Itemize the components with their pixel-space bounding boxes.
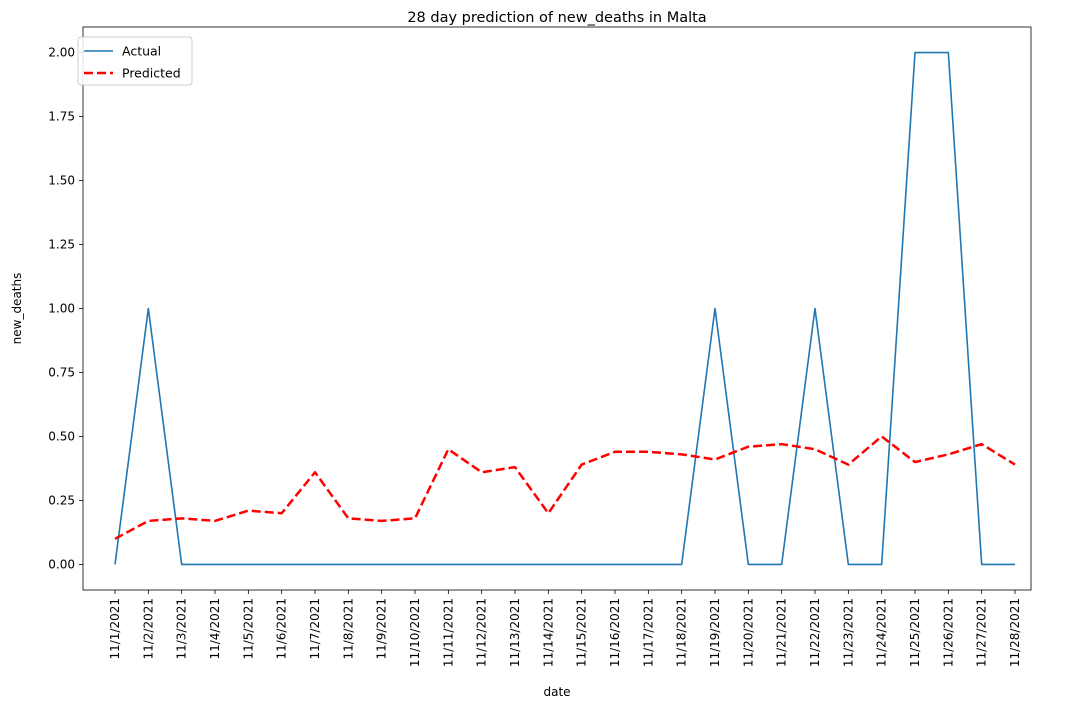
- y-axis-label: new_deaths: [10, 273, 24, 345]
- x-tick-label: 11/25/2021: [908, 598, 922, 667]
- y-tick-label: 0.25: [48, 493, 75, 507]
- y-tick-label: 2.00: [48, 46, 75, 60]
- x-tick-label: 11/11/2021: [441, 598, 455, 667]
- x-tick-label: 11/19/2021: [708, 598, 722, 667]
- legend-label-actual: Actual: [122, 44, 161, 59]
- x-axis: 11/1/2021 11/2/2021 11/3/2021 11/4/2021 11/5…: [108, 590, 1022, 667]
- legend-label-predicted: Predicted: [122, 66, 181, 81]
- x-tick-label: 11/13/2021: [508, 598, 522, 667]
- x-tick-label: 11/15/2021: [575, 598, 589, 667]
- y-tick-label: 0.75: [48, 365, 75, 379]
- x-tick-label: 11/24/2021: [875, 598, 889, 667]
- x-tick-label: 11/8/2021: [341, 598, 355, 660]
- x-tick-label: 11/17/2021: [641, 598, 655, 667]
- x-tick-label: 11/10/2021: [408, 598, 422, 667]
- x-tick-label: 11/26/2021: [941, 598, 955, 667]
- x-tick-label: 11/21/2021: [775, 598, 789, 667]
- x-tick-label: 11/5/2021: [241, 598, 255, 660]
- x-tick-label: 11/18/2021: [675, 598, 689, 667]
- x-tick-label: 11/14/2021: [541, 598, 555, 667]
- x-axis-label: date: [543, 685, 570, 699]
- series-line-predicted: [114, 435, 1016, 540]
- x-tick-label: 11/23/2021: [841, 598, 855, 667]
- plot-frame: [82, 26, 1032, 591]
- x-tick-label: 11/3/2021: [175, 598, 189, 660]
- y-tick-label: 1.25: [48, 238, 75, 252]
- plot-marks: [114, 51, 1016, 566]
- x-tick-label: 11/27/2021: [975, 598, 989, 667]
- x-tick-label: 11/7/2021: [308, 598, 322, 660]
- x-tick-label: 11/22/2021: [808, 598, 822, 667]
- y-tick-label: 0.00: [48, 557, 75, 571]
- y-tick-label: 1.50: [48, 174, 75, 188]
- series-line-actual: [114, 51, 1015, 566]
- y-tick-label: 1.00: [48, 302, 75, 316]
- y-axis: 0.00 0.25 0.50 0.75 1.00 1.25 1.50 1.75 2.00: [48, 46, 83, 571]
- y-tick-label: 1.75: [48, 110, 75, 124]
- x-tick-label: 11/12/2021: [475, 598, 489, 667]
- legend: Actual Predicted: [77, 36, 193, 86]
- x-tick-label: 11/1/2021: [108, 598, 122, 660]
- y-tick-label: 0.50: [48, 429, 75, 443]
- x-tick-label: 11/2/2021: [141, 598, 155, 660]
- legend-box: [77, 36, 193, 86]
- chart-title: 28 day prediction of new_deaths in Malta: [407, 10, 706, 26]
- x-tick-label: 11/20/2021: [741, 598, 755, 667]
- x-tick-label: 11/16/2021: [608, 598, 622, 667]
- x-tick-label: 11/6/2021: [275, 598, 289, 660]
- x-tick-label: 11/4/2021: [208, 598, 222, 660]
- x-tick-label: 11/9/2021: [375, 598, 389, 660]
- x-tick-label: 11/28/2021: [1008, 598, 1022, 667]
